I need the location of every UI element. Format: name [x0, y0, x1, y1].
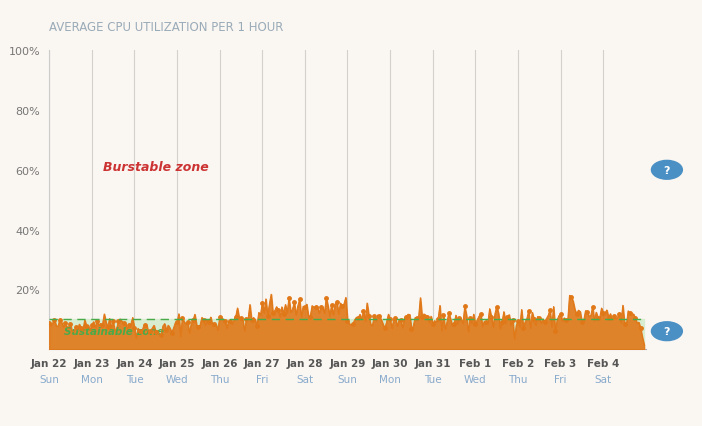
Text: Mon: Mon: [379, 374, 401, 384]
Text: Tue: Tue: [126, 374, 143, 384]
Text: Wed: Wed: [166, 374, 188, 384]
Text: Thu: Thu: [508, 374, 528, 384]
Text: AVERAGE CPU UTILIZATION PER 1 HOUR: AVERAGE CPU UTILIZATION PER 1 HOUR: [49, 21, 284, 34]
Text: Burstable zone: Burstable zone: [103, 161, 208, 173]
Text: Tue: Tue: [424, 374, 442, 384]
Text: ?: ?: [663, 326, 670, 337]
Text: Thu: Thu: [210, 374, 230, 384]
Text: Sustainable zone: Sustainable zone: [64, 326, 164, 337]
Text: Fri: Fri: [555, 374, 567, 384]
Text: Sun: Sun: [39, 374, 59, 384]
Text: Sat: Sat: [296, 374, 313, 384]
Text: Fri: Fri: [256, 374, 268, 384]
Text: Mon: Mon: [81, 374, 102, 384]
Text: Sun: Sun: [338, 374, 357, 384]
Text: Wed: Wed: [464, 374, 486, 384]
Text: Sat: Sat: [595, 374, 611, 384]
Text: ?: ?: [663, 165, 670, 176]
